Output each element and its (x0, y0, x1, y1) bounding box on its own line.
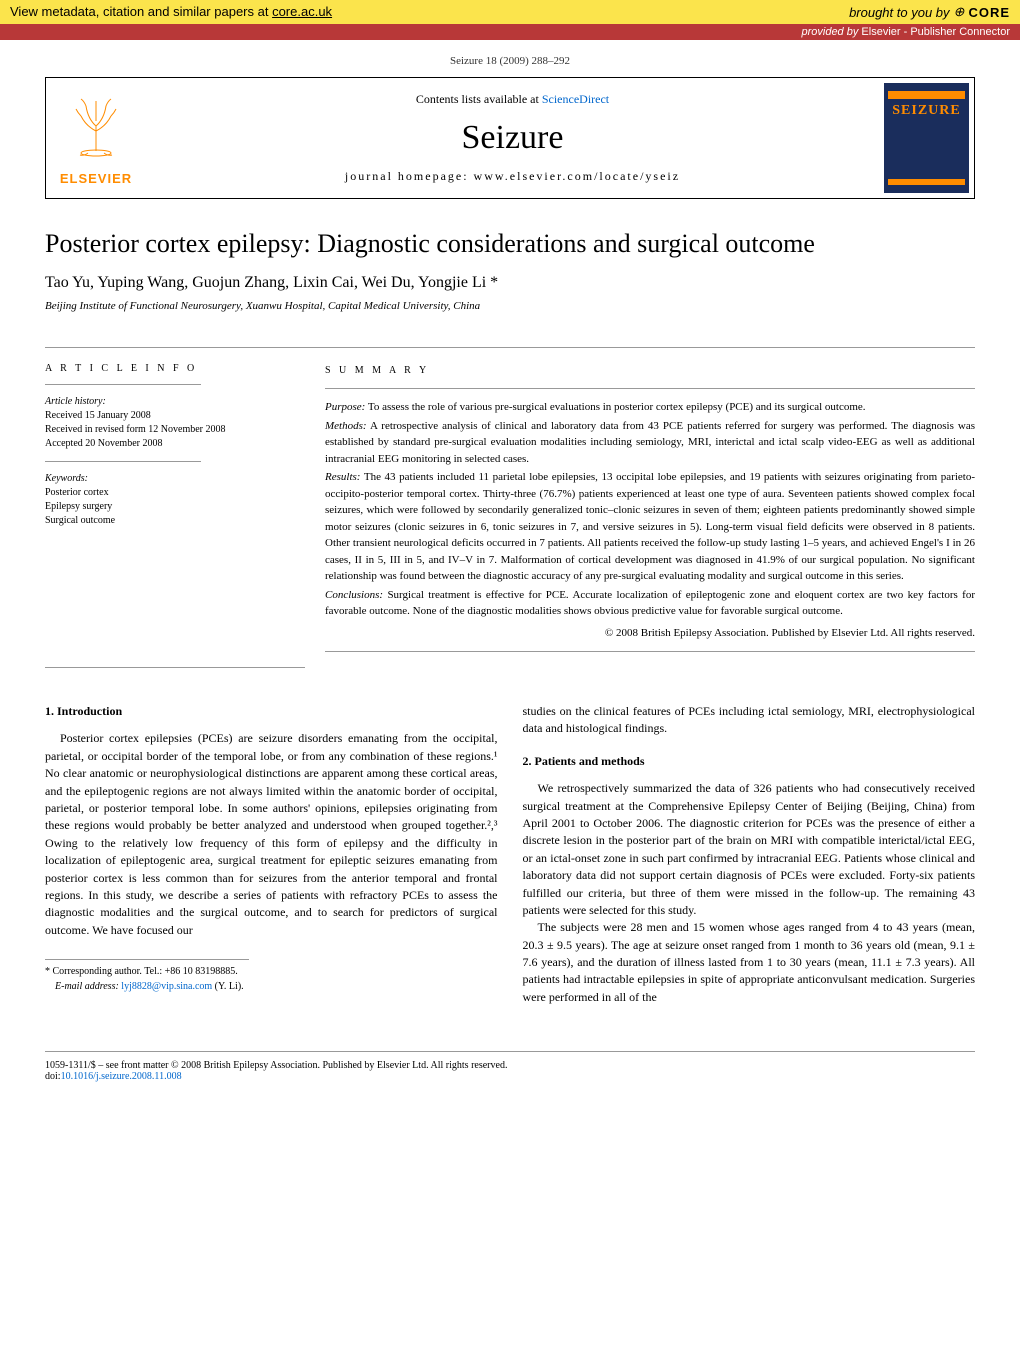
provided-by-label: provided by (801, 26, 861, 38)
summary-section: S U M M A R Y Purpose: To assess the rol… (325, 363, 975, 652)
conclusions-text: Surgical treatment is effective for PCE.… (325, 589, 975, 618)
elsevier-text: ELSEVIER (60, 171, 132, 186)
body-columns: 1. Introduction Posterior cortex epileps… (45, 703, 975, 1006)
email-suffix: (Y. Li). (212, 981, 243, 992)
purpose-text: To assess the role of various pre-surgic… (365, 401, 865, 413)
divider (45, 384, 201, 385)
doi-line: doi:10.1016/j.seizure.2008.11.008 (45, 1071, 975, 1082)
article-content: Posterior cortex epilepsy: Diagnostic co… (45, 199, 975, 1036)
cover-title: SEIZURE (892, 103, 960, 119)
core-branding: brought to you by ⊕ CORE (849, 4, 1010, 20)
divider (45, 461, 201, 462)
methods-p2: The subjects were 28 men and 15 women wh… (523, 919, 976, 1006)
article-title: Posterior cortex epilepsy: Diagnostic co… (45, 229, 975, 259)
divider (325, 388, 975, 389)
provider-bar: provided by Elsevier - Publisher Connect… (0, 24, 1020, 40)
keyword-3: Surgical outcome (45, 514, 305, 528)
meta-prefix: View metadata, citation and similar pape… (10, 4, 272, 19)
doi-label: doi: (45, 1071, 61, 1082)
summary-methods: Methods: A retrospective analysis of cli… (325, 418, 975, 468)
keyword-1: Posterior cortex (45, 486, 305, 500)
provider-name: Elsevier - Publisher Connector (861, 26, 1010, 38)
divider (325, 651, 975, 652)
article-citation: Seizure 18 (2009) 288–292 (0, 40, 1020, 77)
corr-author: * Corresponding author. Tel.: +86 10 831… (45, 965, 249, 980)
core-top-bar: View metadata, citation and similar pape… (0, 0, 1020, 24)
received-date: Received 15 January 2008 (45, 409, 305, 423)
corr-email-line: E-mail address: lyj8828@vip.sina.com (Y.… (45, 980, 249, 995)
journal-cover: SEIZURE (884, 83, 969, 193)
summary-copyright: © 2008 British Epilepsy Association. Pub… (325, 625, 975, 642)
summary-label: S U M M A R Y (325, 363, 975, 378)
summary-text: Purpose: To assess the role of various p… (325, 399, 975, 641)
page-footer: 1059-1311/$ – see front matter © 2008 Br… (45, 1051, 975, 1082)
conclusions-label: Conclusions: (325, 589, 383, 601)
info-summary-grid: A R T I C L E I N F O Article history: R… (45, 347, 975, 652)
contents-prefix: Contents lists available at (416, 92, 542, 106)
history-label: Article history: (45, 395, 305, 409)
results-text: The 43 patients included 11 parietal lob… (325, 471, 975, 582)
core-icon: ⊕ (954, 4, 965, 20)
article-info-label: A R T I C L E I N F O (45, 363, 305, 374)
summary-purpose: Purpose: To assess the role of various p… (325, 399, 975, 416)
results-label: Results: (325, 471, 360, 483)
email-label: E-mail address: (55, 981, 121, 992)
core-link[interactable]: core.ac.uk (272, 4, 332, 19)
cover-stripe-bottom (888, 179, 965, 185)
sciencedirect-link[interactable]: ScienceDirect (542, 92, 609, 106)
keyword-2: Epilepsy surgery (45, 500, 305, 514)
doi-link[interactable]: 10.1016/j.seizure.2008.11.008 (61, 1071, 182, 1082)
article-affiliation: Beijing Institute of Functional Neurosur… (45, 300, 975, 327)
journal-homepage: journal homepage: www.elsevier.com/locat… (156, 169, 869, 184)
core-brand-text: CORE (968, 5, 1010, 20)
elsevier-logo: ELSEVIER (46, 78, 146, 198)
cover-stripe (888, 91, 965, 99)
summary-conclusions: Conclusions: Surgical treatment is effec… (325, 587, 975, 620)
info-bottom-rule (45, 667, 305, 668)
keywords-label: Keywords: (45, 472, 305, 486)
article-info-sidebar: A R T I C L E I N F O Article history: R… (45, 363, 305, 652)
header-middle: Contents lists available at ScienceDirec… (146, 82, 879, 194)
methods-p1: We retrospectively summarized the data o… (523, 780, 976, 919)
article-authors: Tao Yu, Yuping Wang, Guojun Zhang, Lixin… (45, 274, 975, 292)
column-right: studies on the clinical features of PCEs… (523, 703, 976, 1006)
corr-email-link[interactable]: lyj8828@vip.sina.com (121, 981, 212, 992)
intro-heading: 1. Introduction (45, 703, 498, 720)
front-matter: 1059-1311/$ – see front matter © 2008 Br… (45, 1060, 975, 1071)
brought-by-text: brought to you by (849, 5, 949, 20)
accepted-date: Accepted 20 November 2008 (45, 437, 305, 451)
methods-text: A retrospective analysis of clinical and… (325, 420, 975, 465)
journal-name: Seizure (156, 119, 869, 157)
purpose-label: Purpose: (325, 401, 365, 413)
methods-heading: 2. Patients and methods (523, 753, 976, 770)
intro-paragraph: Posterior cortex epilepsies (PCEs) are s… (45, 730, 498, 939)
contents-line: Contents lists available at ScienceDirec… (156, 92, 869, 107)
metadata-link-text: View metadata, citation and similar pape… (10, 4, 332, 20)
summary-results: Results: The 43 patients included 11 par… (325, 469, 975, 585)
revised-date: Received in revised form 12 November 200… (45, 423, 305, 437)
column-left: 1. Introduction Posterior cortex epileps… (45, 703, 498, 1006)
intro-continuation: studies on the clinical features of PCEs… (523, 703, 976, 738)
methods-label: Methods: (325, 420, 367, 432)
elsevier-tree-icon (66, 91, 126, 171)
journal-header-box: ELSEVIER Contents lists available at Sci… (45, 77, 975, 199)
corresponding-footnote: * Corresponding author. Tel.: +86 10 831… (45, 959, 249, 994)
